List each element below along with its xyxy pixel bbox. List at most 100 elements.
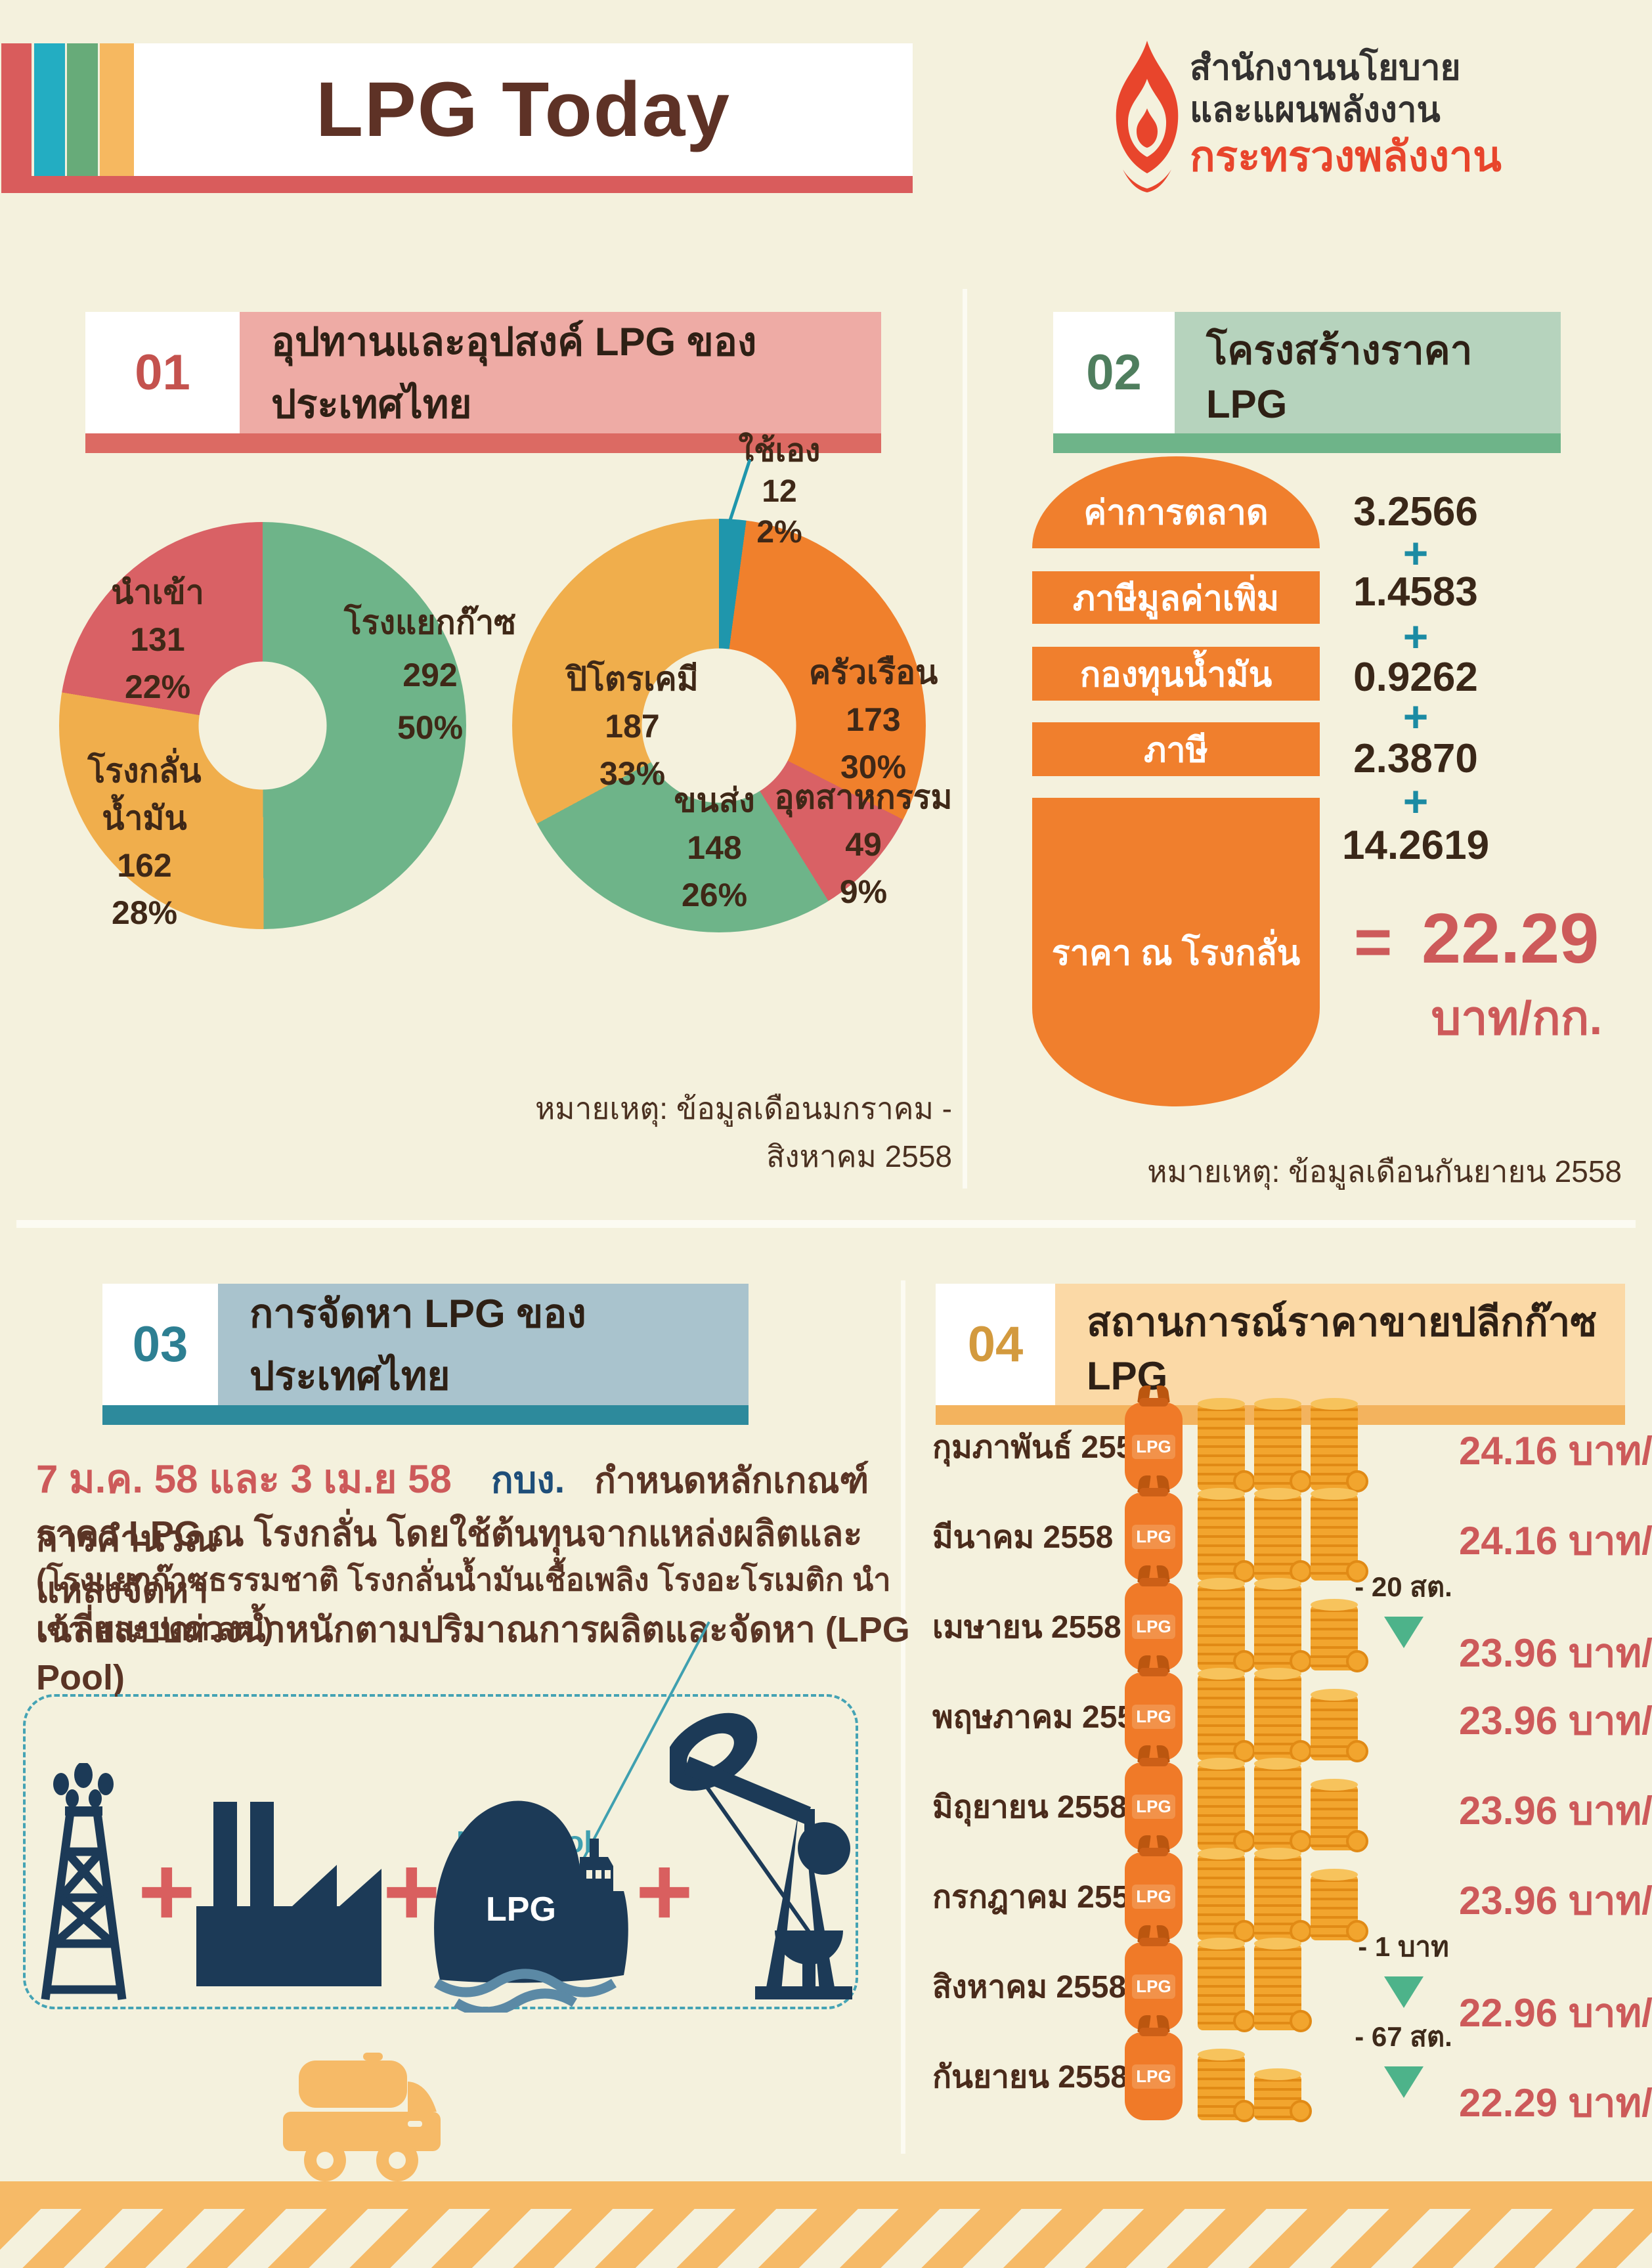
oil-pumpjack-icon (670, 1712, 852, 1999)
committee-text: กบง. (490, 1459, 565, 1500)
price-value: 23.96 บาท/กก. (1459, 1879, 1652, 1923)
lpg-cylinder-icon: LPG (1124, 1835, 1183, 1946)
section2-number-box: 02 (1053, 312, 1175, 433)
section3-paragraph-line4: เฉลี่ยแบบถ่วงน้ำหนักตามปริมาณการผลิตและจ… (36, 1610, 910, 1697)
slice-label-transport: ขนส่ง 148 26% (674, 782, 755, 913)
coin-stack-icon (1254, 1578, 1312, 1672)
coin-stack-icon (1254, 2068, 1312, 2122)
coin-stack-icon (1198, 1668, 1255, 1762)
value-oil-fund: 0.9262 (1353, 655, 1478, 700)
section1-title-bar: อุปทานและอุปสงค์ LPG ของประเทศไทย (240, 312, 881, 433)
price-component-ex-refinery: ราคา ณ โรงกลั่น (1032, 798, 1320, 1106)
value-vat: 1.4583 (1353, 569, 1478, 615)
section1-number-box: 01 (85, 312, 240, 433)
section1-title: อุปทานและอุปสงค์ LPG ของประเทศไทย (271, 319, 757, 426)
section4-title-bar: สถานการณ์ราคาขายปลีกก๊าซ LPG (1055, 1284, 1625, 1405)
slice-label-petrochemical: ปิโตรเคมี 187 33% (566, 661, 699, 792)
price-component-tax: ภาษี (1032, 722, 1320, 776)
price-change: - 1 บาท (1346, 1925, 1461, 2008)
price-value: 22.96 บาท/กก. (1459, 1991, 1652, 2035)
org-line2: และแผนพลังงาน (1190, 91, 1441, 129)
cylinder-label: LPG (1132, 1704, 1175, 1729)
month-label: กุมภาพันธ์ 2558 (932, 1430, 1152, 1465)
cylinder-label: LPG (1132, 1884, 1175, 1909)
price-row: มีนาคม 2558 LPG 24.16 บาท/กก. (932, 1475, 1652, 1587)
lpg-cylinder-icon: LPG (1124, 2015, 1183, 2126)
price-change-label: - 67 สต. (1355, 2021, 1452, 2052)
price-change: - 67 สต. (1346, 2015, 1461, 2098)
price-change: - 20 สต. (1346, 1565, 1461, 1648)
coin-stacks (1198, 1745, 1368, 1856)
supply-donut-chart (59, 522, 466, 929)
price-change-label: - 1 บาท (1358, 1931, 1449, 1962)
coin-stack-icon (1198, 1578, 1255, 1672)
flame-icon (1116, 41, 1179, 192)
section2-note: หมายเหตุ: ข้อมูลเดือนกันยายน 2558 (1147, 1154, 1622, 1189)
decor-stripe-orange (100, 43, 134, 176)
header-underline (1, 176, 913, 193)
slice-label-import: นำเข้า 131 22% (111, 574, 204, 705)
leader-line (728, 459, 752, 521)
plus-icon: + (383, 1836, 441, 1946)
cylinder-label: LPG (1132, 1974, 1175, 1999)
plus-icon: + (636, 1836, 693, 1946)
divider-vertical-top (963, 289, 967, 1189)
plus-icon: + (138, 1836, 196, 1946)
value-tax: 2.3870 (1353, 736, 1478, 781)
cylinder-label: LPG (1132, 1434, 1175, 1459)
coin-stacks (1198, 1655, 1368, 1766)
org-name: สำนักงานนโยบาย และแผนพลังงาน กระทรวงพลัง… (1190, 47, 1502, 181)
price-component-oil-fund: กองทุนน้ำมัน (1032, 647, 1320, 701)
coin-stack-icon (1198, 2049, 1255, 2122)
price-component-vat: ภาษีมูลค่าเพิ่ม (1032, 571, 1320, 624)
coin-stack-icon (1198, 1488, 1255, 1582)
header: LPG Today (134, 43, 913, 176)
month-label: มีนาคม 2558 (932, 1520, 1114, 1555)
slice-label-own-use: ใช้เอง 12 2% (738, 433, 821, 550)
price-row: เมษายน 2558 LPG - 20 สต.23.96 บาท/กก. (932, 1565, 1652, 1677)
down-triangle-icon (1383, 1976, 1424, 2008)
cylinder-body: LPG (1125, 2028, 1183, 2120)
month-label: กันยายน 2558 (932, 2060, 1129, 2095)
oil-derrick-icon (41, 1763, 127, 2000)
coin-stacks (1198, 1925, 1362, 2036)
org-line1: สำนักงานนโยบาย (1190, 49, 1461, 87)
slice-label-refinery: โรงกลั่น น้ำมัน 162 28% (87, 752, 202, 931)
lpg-truck-icon (283, 2053, 441, 2181)
coin-stack-icon (1254, 1668, 1312, 1762)
footer-band (0, 2181, 1652, 2209)
cylinder-label: LPG (1132, 1614, 1175, 1639)
section2-title: โครงสร้างราคา LPG (1206, 328, 1473, 426)
value-ex-refinery: 14.2619 (1341, 823, 1490, 868)
coin-stack-icon (1254, 1488, 1312, 1582)
price-value: 22.29 บาท/กก. (1459, 2081, 1652, 2125)
section4-number: 04 (967, 1317, 1024, 1372)
section1-note: หมายเหตุ: ข้อมูลเดือนมกราคม - สิงหาคม 25… (534, 1091, 952, 1173)
price-component-marketing: ค่าการตลาด (1032, 456, 1320, 548)
equals-sign: = (1354, 905, 1393, 979)
cylinder-label: LPG (1132, 1524, 1175, 1549)
price-value: 23.96 บาท/กก. (1459, 1789, 1652, 1833)
coin-stack-icon (1311, 1398, 1368, 1493)
page-title: LPG Today (315, 66, 731, 153)
ship-lpg-label: LPG (486, 1890, 556, 1929)
plus-sign: + (1402, 612, 1429, 661)
section2-title-bar: โครงสร้างราคา LPG (1175, 312, 1561, 433)
footer-stripes (0, 2209, 1652, 2268)
section3-title-bar: การจัดหา LPG ของประเทศไทย (218, 1284, 749, 1405)
month-label: พฤษภาคม 2558 (932, 1700, 1152, 1735)
lpg-cylinder-icon: LPG (1124, 1565, 1183, 1676)
total-unit: บาท/กก. (1431, 992, 1603, 1045)
value-marketing: 3.2566 (1353, 489, 1478, 534)
divider-vertical-bottom (901, 1280, 905, 2154)
section3-paragraph-line1: 7 ม.ค. 58 และ 3 เม.ย 58 กบง. กำหนดหลักเก… (36, 1457, 869, 1559)
total-price: 22.29 (1422, 898, 1599, 978)
lpg-pool-box (23, 1694, 858, 2009)
price-value: 24.16 บาท/กก. (1459, 1429, 1652, 1473)
decor-stripe-red (1, 43, 32, 192)
demand-donut-chart (512, 519, 926, 932)
slice-label-industry: อุตสาหกรรม 49 9% (774, 779, 953, 910)
